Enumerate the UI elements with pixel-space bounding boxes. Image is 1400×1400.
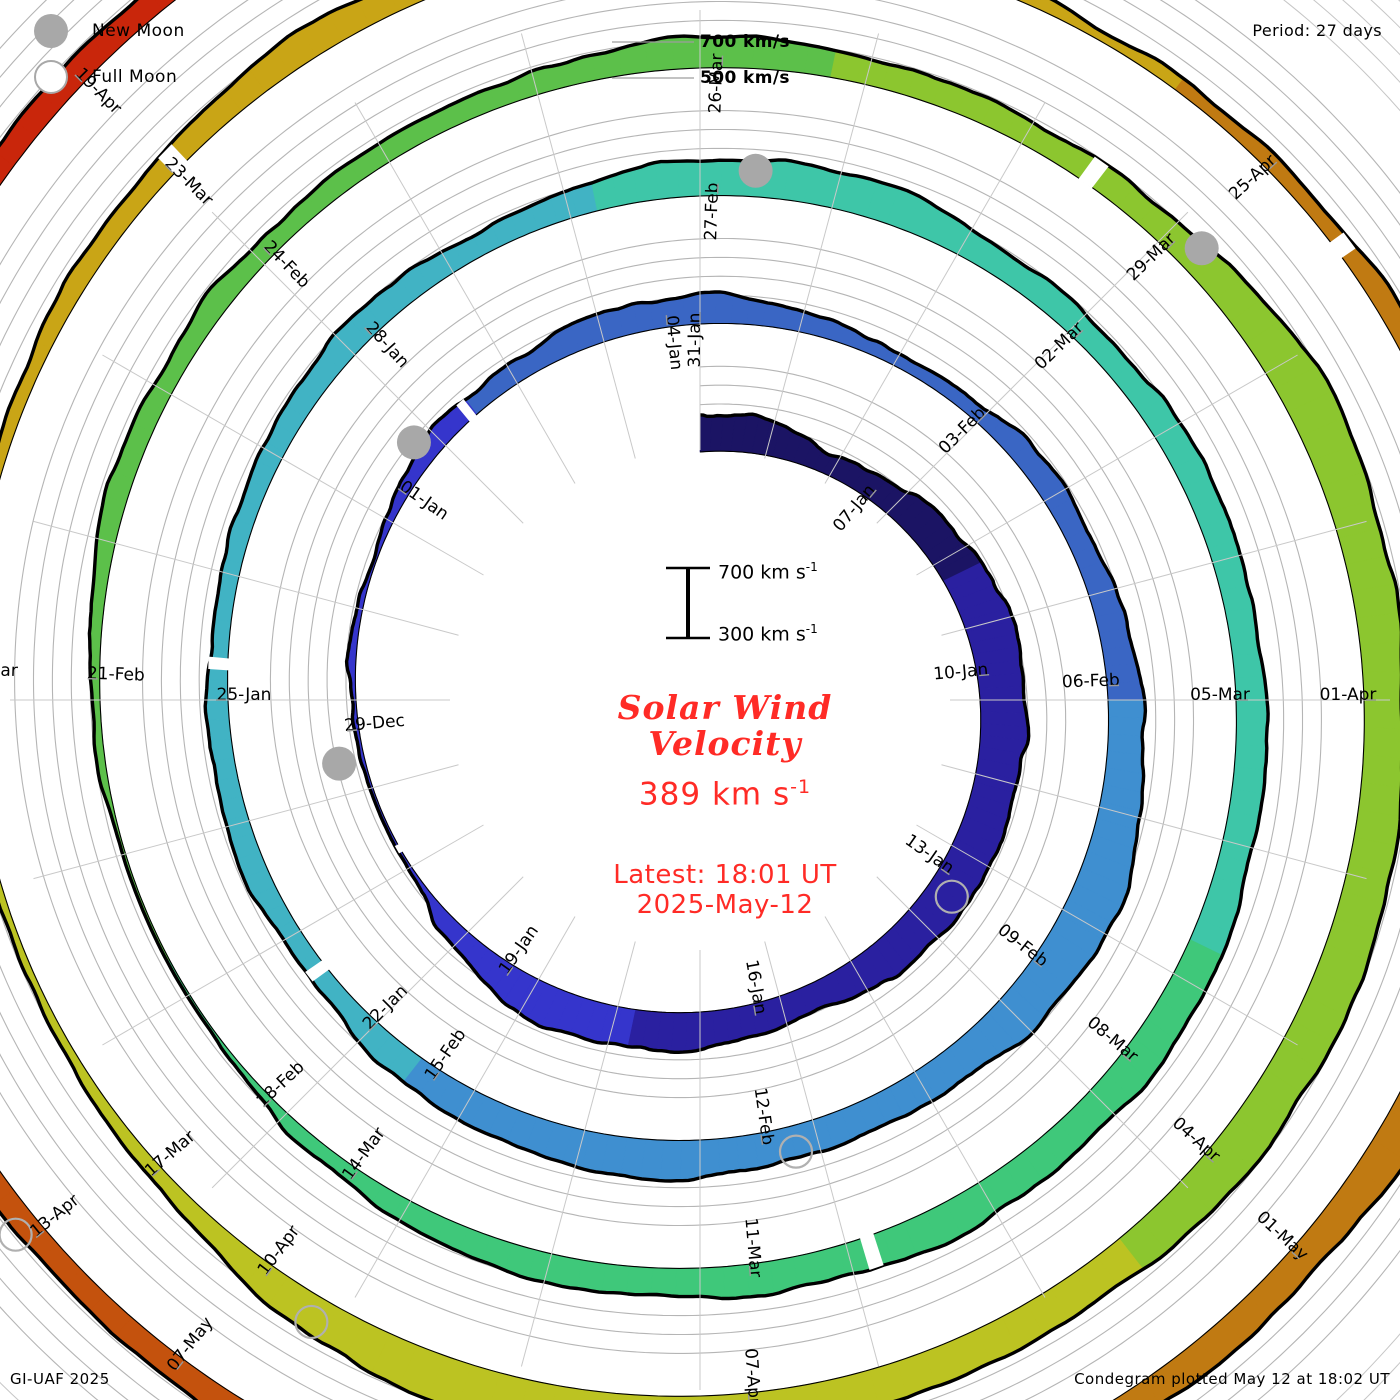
full-moon-marker — [294, 1304, 329, 1340]
date-tick-label: 29-Mar — [1123, 229, 1180, 285]
period-note: Period: 27 days — [1252, 21, 1382, 40]
date-tick-label: 23-Mar — [161, 153, 217, 209]
scalebar-bottom-text: 300 km s — [718, 623, 806, 646]
date-tick-label: 13-Apr — [26, 1190, 83, 1241]
date-tick-label: 04-Apr — [1168, 1113, 1224, 1166]
new-moon-marker — [738, 153, 773, 188]
date-tick-label: 27-Feb — [701, 182, 723, 241]
full-moon-marker — [778, 1134, 814, 1169]
scalebar-label-bottom: 300 km s-1 — [718, 622, 818, 645]
date-tick-label: 01-Apr — [1320, 685, 1377, 705]
date-tick-label: 25-Jan — [217, 685, 272, 705]
chart-title-line1: Solar Wind — [617, 688, 833, 727]
legend-label-full-moon: Full Moon — [92, 67, 178, 87]
new-moon-icon — [34, 14, 68, 48]
chart-title-line2: Velocity — [648, 724, 802, 763]
date-tick-label: 29-Dec — [343, 711, 405, 736]
date-tick-label: 17-Mar — [141, 1127, 199, 1181]
latest-date: 2025-May-12 — [636, 890, 814, 921]
current-velocity-exponent: -1 — [790, 776, 812, 798]
legend-item-full-moon: Full Moon — [22, 54, 185, 100]
new-moon-marker — [396, 425, 431, 460]
date-tick-label: 07-Apr — [740, 1348, 764, 1400]
date-tick-label: 21-Feb — [87, 664, 146, 686]
footer-plot-time: Condegram plotted May 12 at 18:02 UT — [1074, 1370, 1390, 1388]
date-tick-label: 31-Jan — [685, 313, 705, 368]
new-moon-marker — [1184, 231, 1219, 266]
footer-credit: GI-UAF 2025 — [10, 1370, 110, 1388]
axis-label-700: 700 km/s — [700, 32, 790, 52]
date-tick-label: 10-Jan — [933, 660, 989, 685]
new-moon-marker — [322, 746, 357, 781]
date-tick-label: 05-Mar — [1190, 685, 1250, 705]
date-tick-label: 20-Mar — [0, 659, 18, 681]
current-velocity-value: 389 km s-1 — [560, 776, 890, 812]
legend-label-new-moon: New Moon — [92, 21, 185, 41]
date-tick-label: 22-Jan — [359, 981, 412, 1034]
legend-item-new-moon: New Moon — [22, 8, 185, 54]
axis-label-500: 500 km/s — [700, 68, 790, 88]
date-tick-label: 26-Mar — [705, 53, 727, 114]
scalebar-bottom-exponent: -1 — [805, 622, 818, 636]
date-tick-label: 18-Feb — [253, 1057, 309, 1111]
date-tick-label: 04-Jan — [661, 314, 686, 370]
moon-phase-legend: New Moon Full Moon — [22, 8, 185, 100]
scalebar-label-top: 700 km s-1 — [718, 560, 818, 583]
date-tick-label: 06-Feb — [1062, 670, 1121, 692]
date-tick-label: 24-Feb — [259, 237, 314, 293]
current-velocity-number: 389 km s — [638, 776, 791, 813]
center-readout: Solar Wind Velocity 389 km s-1 Latest: 1… — [560, 688, 890, 921]
scalebar-top-exponent: -1 — [805, 560, 818, 574]
full-moon-marker — [0, 1217, 33, 1252]
full-moon-marker — [934, 879, 969, 914]
date-tick-label: 03-Feb — [935, 403, 990, 458]
latest-time: Latest: 18:01 UT — [613, 860, 837, 891]
date-tick-label: 25-Apr — [1225, 151, 1280, 204]
date-tick-label: 02-Mar — [1031, 318, 1088, 374]
date-tick-label: 28-Jan — [361, 318, 413, 372]
scalebar-top-text: 700 km s — [718, 561, 806, 584]
full-moon-icon — [34, 60, 68, 94]
